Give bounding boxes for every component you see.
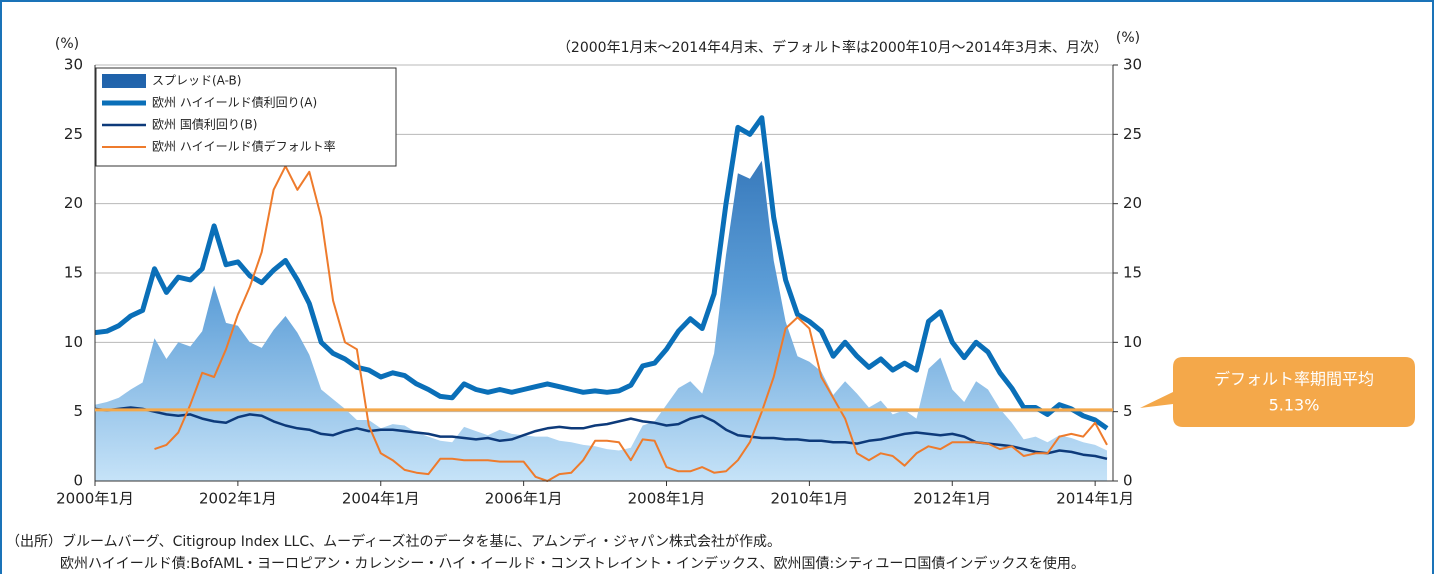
y2-tick-label: 30 (1123, 56, 1142, 74)
legend: スプレッド(A-B) 欧州 ハイイールド債利回り(A) 欧州 国債利回り(B) 欧州 … (95, 67, 397, 167)
series-line (94, 406, 1108, 461)
chart-note: （2000年1月末～2014年4月末、デフォルト率は2000年10月～2014年… (557, 39, 1108, 56)
y2-tick-label: 10 (1123, 333, 1142, 351)
legend-label: 欧州 ハイイールド債デフォルト率 (152, 139, 336, 154)
y-tick-label: 15 (64, 264, 83, 282)
y-tick-label: 25 (64, 125, 83, 143)
y2-tick-label: 15 (1123, 264, 1142, 282)
y-tick-label: 20 (64, 194, 83, 212)
y-tick-label: 30 (64, 56, 83, 74)
callout (1140, 357, 1415, 427)
x-tick-label: 2014年1月 (1056, 490, 1134, 508)
x-tick-label: 2012年1月 (913, 490, 991, 508)
y2-tick-label: 0 (1123, 472, 1133, 490)
y-tick-label: 10 (64, 333, 83, 351)
x-tick-label: 2004年1月 (342, 490, 420, 508)
spread-area (95, 160, 1108, 481)
y-axis-unit: (%) (55, 36, 79, 52)
y-tick-label: 5 (73, 402, 83, 420)
x-tick-label: 2010年1月 (771, 490, 849, 508)
callout-value: 5.13% (1269, 396, 1320, 415)
legend-label: スプレッド(A-B) (152, 74, 241, 88)
legend-label: 欧州 ハイイールド債利回り(A) (152, 95, 317, 110)
series-line (94, 115, 1109, 431)
x-tick-label: 2000年1月 (56, 490, 134, 508)
series-line (154, 165, 1108, 482)
x-tick-label: 2006年1月 (485, 490, 563, 508)
y-tick-label: 0 (73, 472, 83, 490)
y2-tick-label: 25 (1123, 125, 1142, 143)
source: 欧州ハイイールド債:BofAML・ヨーロピアン・カレンシー・ハイ・イールド・コン… (60, 555, 1085, 572)
y2-tick-label: 20 (1123, 194, 1142, 212)
x-tick-label: 2002年1月 (199, 490, 277, 508)
callout-title: デフォルト率期間平均 (1214, 370, 1374, 389)
legend-label: 欧州 国債利回り(B) (152, 117, 257, 132)
x-tick-label: 2008年1月 (628, 490, 706, 508)
legend-swatch (102, 74, 146, 88)
y2-tick-label: 5 (1123, 402, 1133, 420)
y2-axis-unit: (%) (1116, 30, 1140, 46)
source: （出所）ブルームバーグ、Citigroup Index LLC、ムーディーズ社の… (6, 533, 781, 550)
